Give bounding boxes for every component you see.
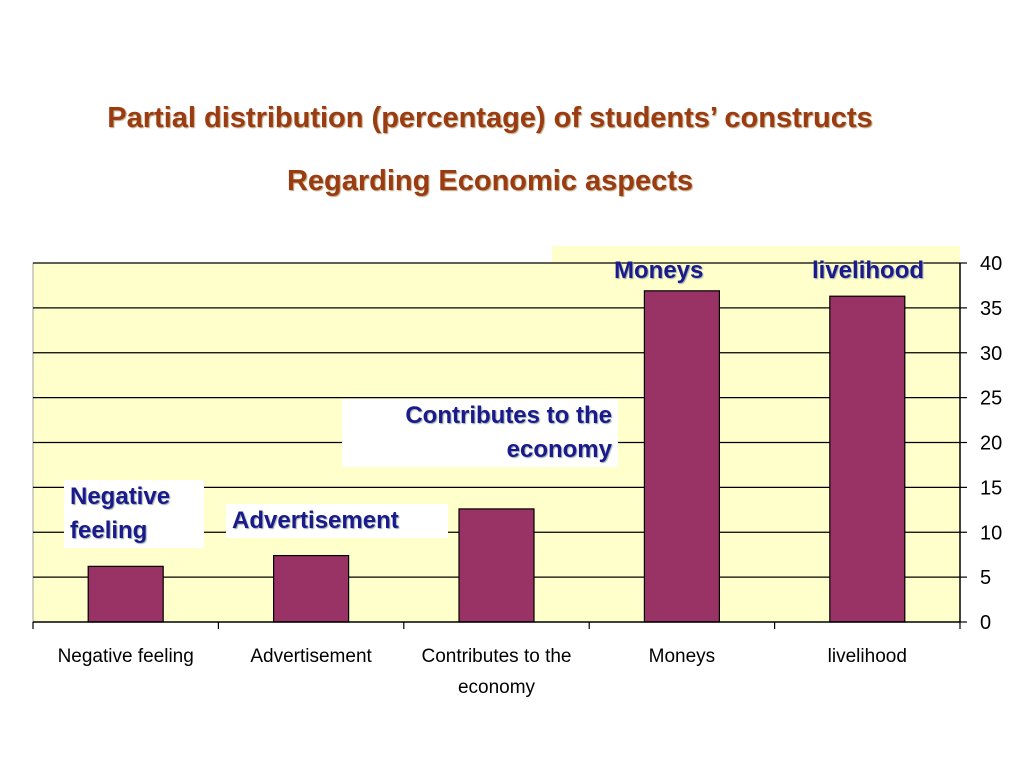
x-tick-label: Advertisement	[250, 646, 372, 667]
slide-title: Partial distribution (percentage) of stu…	[107, 102, 873, 134]
slide-subtitle: Regarding Economic aspects	[286, 165, 694, 197]
y-tick-label: 25	[980, 388, 1002, 410]
y-tick-label: 15	[980, 477, 1002, 499]
bar	[87, 565, 164, 623]
y-tick-label: 35	[980, 298, 1002, 320]
bar-callout-label: Advertisement	[226, 504, 448, 538]
bar	[273, 554, 350, 623]
plot-area-top-strip	[552, 246, 960, 264]
y-tick-label: 0	[980, 612, 991, 634]
bar-callout-label: Moneys	[614, 257, 704, 284]
bar	[643, 290, 721, 623]
bar-callout-label: Contributes to the economy	[342, 399, 618, 467]
bar-callout-label: livelihood	[812, 257, 925, 284]
y-tick-label: 20	[980, 433, 1002, 455]
x-tick-label: Negative feeling	[58, 646, 194, 667]
y-tick-label: 10	[980, 522, 1002, 544]
bar	[458, 508, 535, 623]
y-tick-label: 5	[980, 567, 991, 589]
y-tick-label: 40	[980, 253, 1002, 275]
x-tick-label: Contributes to the economy	[422, 646, 572, 698]
y-tick-label: 30	[980, 343, 1002, 365]
x-tick-label: Moneys	[649, 646, 716, 667]
bar-callout-label: Negative feeling	[64, 480, 204, 548]
x-tick-label: livelihood	[828, 646, 907, 667]
bar	[829, 295, 906, 623]
